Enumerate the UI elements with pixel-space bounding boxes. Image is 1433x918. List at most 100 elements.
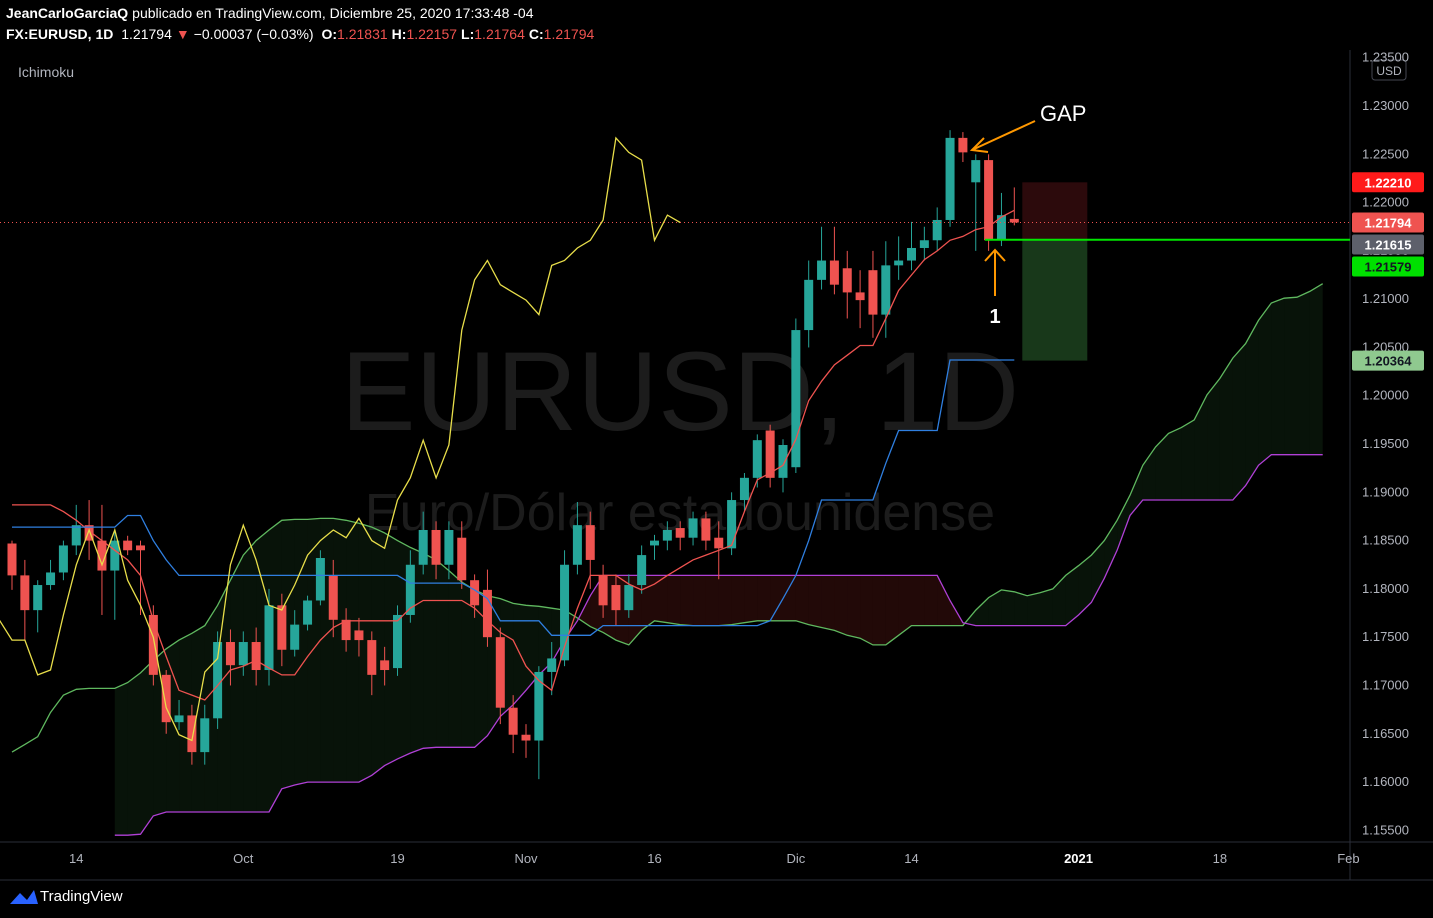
candle-body [598,575,608,606]
cloud-fill [705,575,719,626]
cloud-fill [1271,298,1285,455]
cloud-fill [1142,446,1156,501]
stop-zone [1022,182,1088,240]
ohlc-label: L: [461,26,475,42]
candle-body [354,630,364,641]
cloud-fill [1155,433,1169,501]
cloud-fill [256,529,269,812]
cloud-fill [1065,565,1079,626]
cloud-fill [127,672,141,836]
price-label: 1.20364 [1365,354,1413,369]
candle-body [688,518,698,538]
candle-body [187,715,197,753]
y-tick-label: 1.19500 [1362,436,1409,451]
y-tick-label: 1.19000 [1362,484,1409,499]
candle-body [804,279,814,331]
candle-body [200,718,210,753]
candle-body [457,537,467,581]
logo [10,890,38,904]
y-tick-label: 1.22500 [1362,146,1409,161]
y-tick-label: 1.17000 [1362,677,1409,692]
candle-body [315,557,325,601]
cloud-fill [358,523,372,783]
cloud-fill [269,520,282,812]
plot-area: EURUSD, 1D Euro/Dólar estadounidense [0,130,1350,836]
y-tick-label: 1.15500 [1362,822,1409,837]
candle-body [778,445,788,478]
y-tick-label: 1.22000 [1362,195,1409,210]
cloud-fill [423,553,437,749]
cloud-fill [795,575,809,625]
y-tick-label: 1.16500 [1362,726,1409,741]
change: −0.00037 (−0.03%) [193,26,314,42]
cloud-fill [333,518,347,783]
candle-body [328,575,338,620]
candle-body [714,537,724,549]
cloud-fill [346,520,359,783]
cloud-fill [1001,589,1015,626]
candle-body [508,707,518,735]
cloud-fill [1309,283,1323,455]
candle-body [97,540,107,571]
candle-body [855,292,865,301]
candle-body [984,160,994,241]
cloud-fill [1040,588,1053,626]
candle-body [817,260,827,280]
price-label: 1.21794 [1365,215,1413,230]
cloud-fill [114,682,128,836]
cloud-fill [1245,320,1259,486]
price-label-box [1352,172,1424,193]
candle-body [919,240,929,248]
x-tick-label: Oct [233,851,254,866]
cloud-fill [448,570,462,748]
annotation: GAP [1040,101,1086,126]
price-label-box [1352,234,1424,255]
cloud-fill [230,555,244,812]
cloud-fill [885,575,899,645]
ohlc-label: H: [391,26,407,42]
candle-body [842,268,852,293]
cloud-fill [847,575,861,639]
cloud-fill [1117,495,1130,551]
watermark: EURUSD, 1D [341,329,1019,454]
x-tick-label: 2021 [1064,851,1093,866]
x-tick-label: Feb [1337,851,1359,866]
cloud-fill [718,575,732,626]
footer-brand: TradingView [40,888,123,905]
candle-body [367,640,377,675]
candle-body [341,619,351,641]
candle-body [611,585,621,611]
candle-body [238,642,248,666]
price-label-box [1352,256,1424,277]
annotation: 1 [989,306,1000,328]
candle-body [765,430,775,478]
candle-body [996,215,1006,241]
leading-span-a [11,283,1324,753]
cloud-fill [680,575,694,626]
candle-body [290,624,300,650]
candle-body [932,219,942,241]
price-label: 1.21579 [1365,259,1412,274]
cloud-fill [1194,394,1208,501]
cloud-fill [860,575,873,645]
lagging-span [0,136,681,742]
cloud-fill [744,575,758,623]
price-label-box [1352,350,1424,371]
cloud-fill [1181,419,1195,501]
candle-body [33,585,43,611]
cloud-fill [1219,358,1233,501]
y-tick-label: 1.16000 [1362,774,1409,789]
cloud-fill [693,575,706,626]
candle-body [675,528,685,538]
candle-body [380,660,390,671]
y-tick-label: 1.23500 [1362,50,1409,65]
cloud-fill [1027,592,1040,626]
cloud-fill [191,625,205,812]
cloud-fill [783,575,796,621]
candle-body [907,247,916,261]
candle-body [444,529,454,565]
ohlc-value: 1.21831 [337,26,388,42]
